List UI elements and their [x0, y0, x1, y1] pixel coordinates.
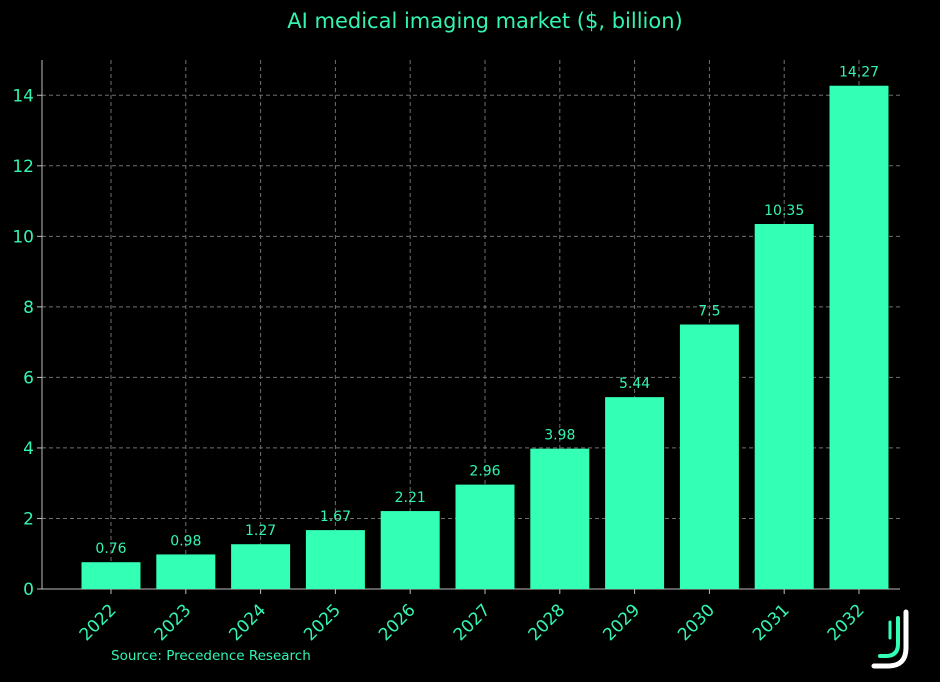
data-label-2027: 2.96 — [469, 464, 500, 480]
bar-2022 — [81, 562, 141, 589]
data-label-2023: 0.98 — [170, 533, 201, 549]
bar-2032 — [829, 85, 889, 590]
bar-2031 — [754, 223, 814, 590]
y-tick-label: 6 — [23, 368, 34, 388]
bar-2023 — [156, 554, 216, 589]
brand-logo-icon — [871, 609, 909, 669]
y-tick-label: 8 — [23, 298, 34, 318]
bar-2027 — [455, 484, 515, 589]
data-label-2028: 3.98 — [544, 428, 575, 444]
data-label-2024: 1.27 — [245, 523, 276, 539]
y-tick-label: 0 — [23, 580, 34, 600]
y-tick-label: 4 — [23, 439, 34, 459]
chart-title: AI medical imaging market ($, billion) — [287, 9, 682, 33]
data-label-2022: 0.76 — [95, 541, 126, 557]
y-tick-label: 10 — [12, 227, 34, 247]
data-label-2032: 14.27 — [839, 65, 879, 81]
data-labels: 0.76 0.98 1.27 1.67 2.21 2.96 3.98 5.44 7.5 10.35… — [95, 65, 879, 557]
bar-2029 — [605, 397, 665, 589]
bar-2028 — [530, 448, 590, 589]
data-label-2031: 10.35 — [764, 203, 804, 219]
y-tick-label: 14 — [12, 86, 34, 106]
bar-2025 — [305, 530, 365, 589]
y-tick-labels: 0 2 4 6 8 10 12 14 — [12, 86, 34, 600]
bars — [81, 85, 889, 590]
source-note: Source: Precedence Research — [111, 648, 311, 664]
data-label-2030: 7.5 — [698, 304, 720, 320]
data-label-2025: 1.67 — [320, 509, 351, 525]
y-tick-label: 12 — [12, 157, 34, 177]
data-label-2029: 5.44 — [619, 376, 650, 392]
data-label-2026: 2.21 — [395, 490, 426, 506]
bar-2026 — [380, 511, 440, 589]
bar-2030 — [679, 324, 739, 589]
bar-2024 — [231, 544, 291, 589]
y-tick-label: 2 — [23, 509, 34, 529]
